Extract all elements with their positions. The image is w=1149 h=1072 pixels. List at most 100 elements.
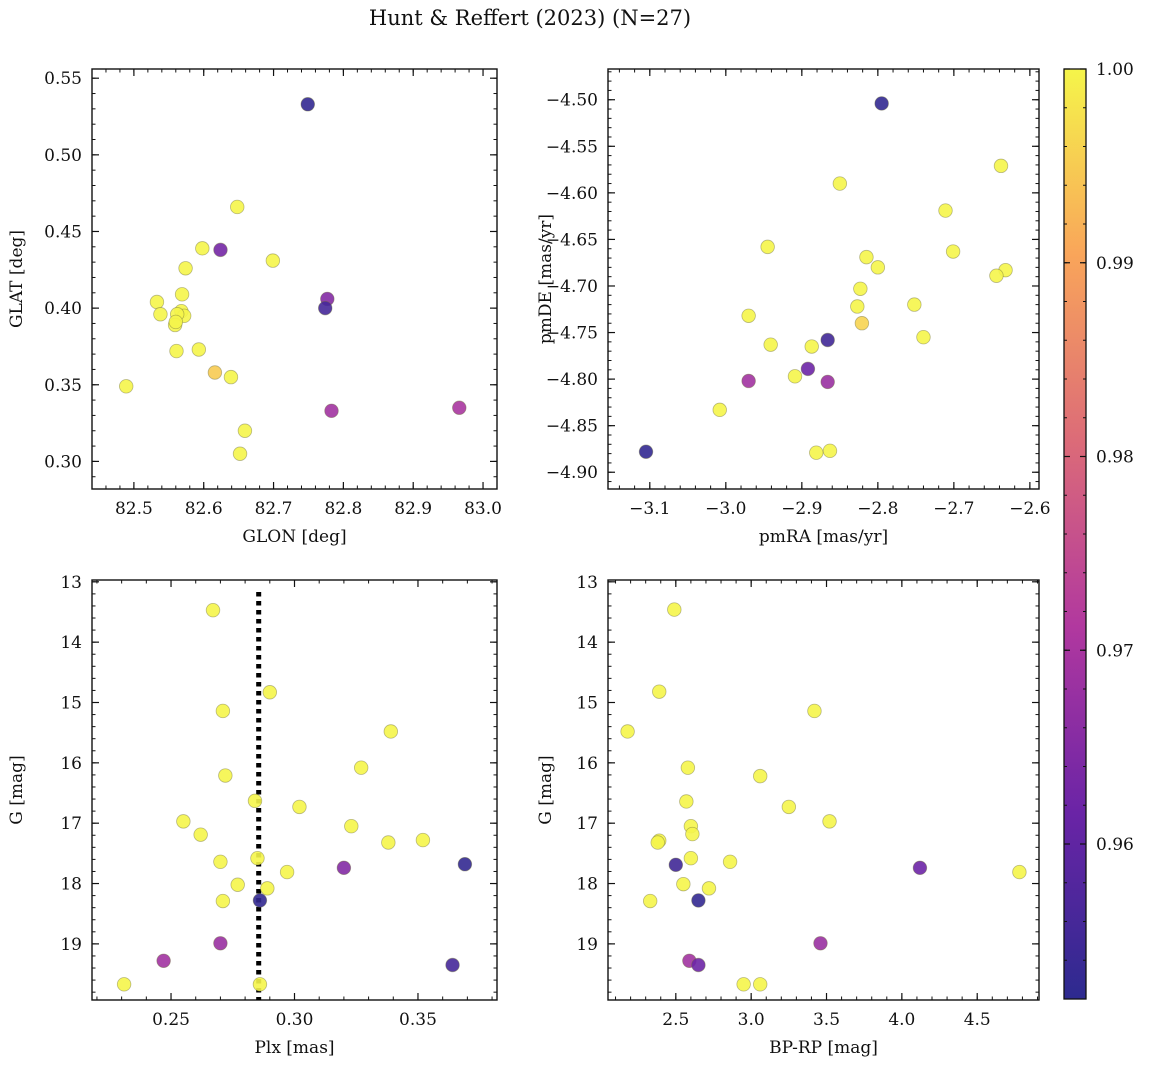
- data-point: [452, 400, 467, 415]
- data-point: [252, 977, 268, 992]
- y-tick-label: 17: [576, 814, 598, 834]
- data-point: [193, 827, 208, 842]
- data-point: [722, 854, 738, 870]
- data-point: [252, 893, 268, 908]
- y-tick-label: 0.50: [44, 146, 82, 166]
- x-tick-label: −2.8: [857, 499, 898, 519]
- data-point: [741, 373, 756, 389]
- data-point: [260, 881, 275, 896]
- data-point: [232, 446, 248, 461]
- data-point: [938, 203, 953, 218]
- data-point: [344, 819, 359, 834]
- y-tick-label: 13: [60, 573, 82, 593]
- y-tick-label: −4.70: [546, 277, 598, 297]
- data-point: [353, 760, 369, 775]
- data-point: [652, 684, 667, 699]
- data-point: [912, 860, 928, 876]
- y-axis-label: G [mag]: [536, 755, 556, 824]
- data-point: [650, 835, 665, 850]
- data-point: [292, 799, 307, 815]
- colorbar-tick-label: 1.00: [1096, 60, 1134, 80]
- x-tick-label: 3.0: [738, 1010, 765, 1030]
- data-point: [116, 977, 132, 992]
- data-point: [230, 199, 245, 215]
- data-point: [1012, 864, 1027, 880]
- data-point: [324, 403, 339, 419]
- data-point: [859, 249, 874, 265]
- data-point: [215, 703, 231, 719]
- x-tick-label: −3.0: [705, 499, 746, 519]
- colorbar-tick-label: 0.96: [1096, 835, 1134, 855]
- panel-1: 82.5 82.6 82.7 82.8 82.9 83.0 0.30 0.35 0.40 0.45…: [7, 68, 502, 547]
- colorbar-tick-label: 0.97: [1096, 641, 1134, 661]
- data-point: [178, 261, 193, 276]
- data-point: [691, 957, 706, 973]
- y-tick-label: 17: [60, 814, 82, 834]
- x-tick-label: 4.0: [888, 1010, 915, 1030]
- x-axis-label: BP-RP [mag]: [769, 1038, 878, 1058]
- data-point: [916, 330, 931, 345]
- data-point: [279, 864, 295, 880]
- data-point: [445, 957, 460, 973]
- data-point: [685, 826, 700, 842]
- data-point: [854, 316, 870, 331]
- x-tick-label: 0.25: [152, 1010, 190, 1030]
- y-tick-label: −4.80: [546, 370, 598, 390]
- x-tick-label: −2.6: [1009, 499, 1050, 519]
- y-axis-label: GLAT [deg]: [7, 230, 27, 328]
- data-point: [787, 369, 803, 384]
- y-tick-label: 0.55: [44, 69, 82, 89]
- data-point: [318, 300, 333, 316]
- data-point: [822, 443, 838, 459]
- data-point: [701, 881, 717, 896]
- data-point: [149, 294, 165, 310]
- data-point: [638, 444, 654, 459]
- axes-frame: [607, 68, 1040, 490]
- data-point: [336, 860, 352, 876]
- data-point: [781, 799, 797, 815]
- x-tick-label: 82.6: [185, 499, 223, 519]
- x-axis-label: pmRA [mas/yr]: [759, 527, 888, 547]
- data-point: [205, 602, 221, 618]
- data-point: [215, 893, 231, 909]
- colorbar-gradient: [1063, 68, 1087, 1000]
- colorbar-tick-label: 0.98: [1096, 448, 1134, 468]
- y-tick-label: 0.35: [44, 376, 82, 396]
- data-point: [262, 685, 278, 700]
- data-point: [300, 97, 315, 112]
- data-point: [850, 299, 865, 314]
- y-tick-label: −4.75: [546, 324, 598, 344]
- data-point: [907, 297, 922, 312]
- data-point: [807, 703, 822, 719]
- data-point: [741, 308, 756, 323]
- data-point: [870, 260, 886, 275]
- data-point: [813, 936, 828, 951]
- x-tick-label: −3.1: [629, 499, 670, 519]
- y-tick-label: 19: [60, 935, 82, 955]
- data-point: [680, 760, 696, 775]
- axes-frame: [91, 68, 498, 490]
- data-point: [668, 857, 684, 873]
- y-tick-label: 0.45: [44, 222, 82, 242]
- data-point: [153, 307, 168, 322]
- y-tick-label: −4.85: [546, 417, 598, 437]
- axes-frame: [91, 579, 498, 1001]
- data-point: [753, 977, 768, 992]
- y-tick-label: −4.50: [546, 91, 598, 111]
- axes-frame: [607, 579, 1040, 1001]
- y-axis-label: G [mag]: [7, 755, 27, 824]
- data-point: [853, 281, 868, 296]
- data-point: [874, 96, 889, 111]
- x-tick-label: 4.5: [964, 1010, 991, 1030]
- data-point: [213, 936, 228, 951]
- data-point: [383, 724, 399, 739]
- y-tick-label: −4.90: [546, 463, 598, 483]
- data-point: [800, 361, 816, 377]
- x-tick-label: 3.5: [813, 1010, 840, 1030]
- data-point: [683, 850, 699, 866]
- x-tick-label: 82.7: [255, 499, 293, 519]
- data-point: [381, 835, 396, 850]
- y-tick-label: 19: [576, 935, 598, 955]
- x-tick-label: 82.8: [324, 499, 362, 519]
